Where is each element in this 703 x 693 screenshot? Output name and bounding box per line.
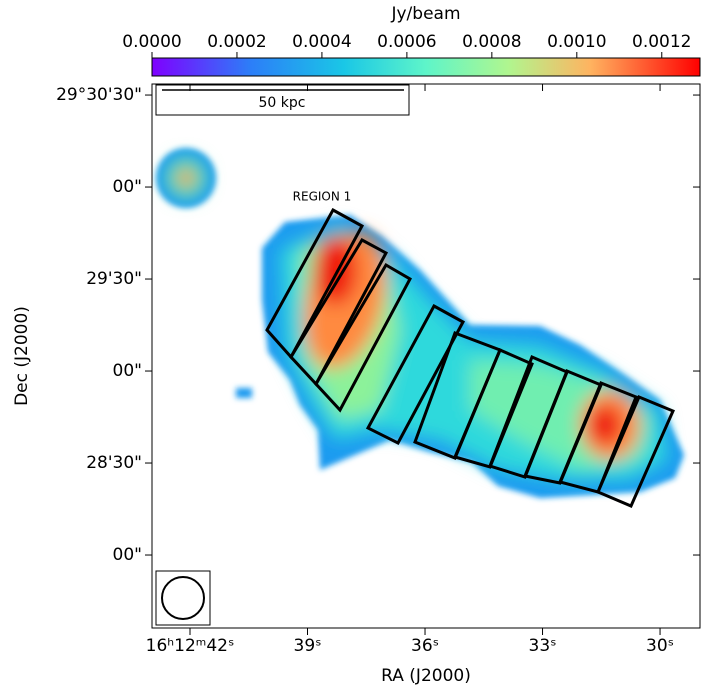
x-tick-label: 16ʰ12ᵐ42ˢ — [146, 636, 235, 656]
x-tick-label: 36ˢ — [411, 636, 439, 656]
colorbar-tick-label: 0.0000 — [122, 32, 181, 52]
x-tick-label: 39ˢ — [294, 636, 322, 656]
colorbar-label: Jy/beam — [390, 4, 460, 24]
y-tick-label: 00" — [113, 361, 142, 381]
scalebar-label: 50 kpc — [259, 95, 306, 111]
beam — [161, 576, 205, 620]
y-tick-label: 29'30" — [86, 269, 142, 289]
colorbar-tick-label: 0.0006 — [377, 32, 436, 52]
colorbar-tick-label: 0.0012 — [632, 32, 691, 52]
colorbar-tick-label: 0.0010 — [547, 32, 606, 52]
y-tick-label: 00" — [113, 177, 142, 197]
colorbar-tick-label: 0.0004 — [292, 32, 351, 52]
y-axis-label: Dec (J2000) — [12, 306, 32, 406]
colorbar-tick-label: 0.0008 — [462, 32, 521, 52]
x-tick-label: 33ˢ — [529, 636, 557, 656]
beam-box — [155, 570, 211, 626]
x-tick-label: 30ˢ — [646, 636, 674, 656]
y-tick-label: 28'30" — [86, 453, 142, 473]
y-tick-label: 00" — [113, 545, 142, 565]
x-axis-label: RA (J2000) — [381, 666, 471, 686]
plot-frame — [151, 83, 701, 629]
colorbar — [151, 57, 701, 77]
y-tick-label: 29°30'30" — [56, 85, 142, 105]
regions — [265, 207, 675, 508]
region-label: REGION 1 — [293, 190, 352, 204]
colorbar-tick-label: 0.0002 — [207, 32, 266, 52]
